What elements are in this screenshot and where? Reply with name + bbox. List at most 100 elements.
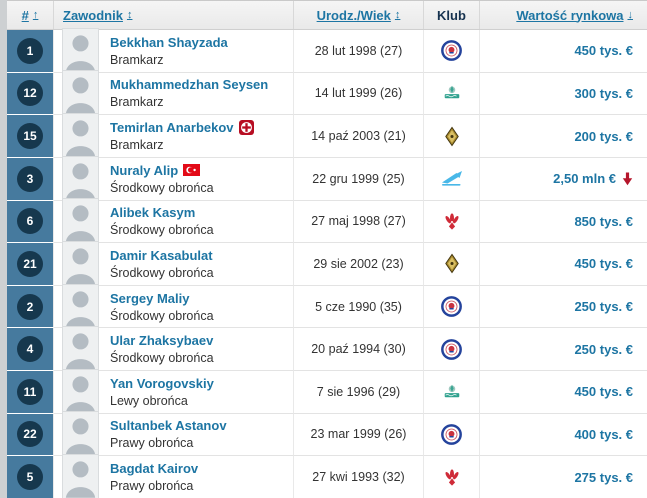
player-photo[interactable] [62,411,99,458]
injury-cross-icon [238,120,254,136]
market-value-link[interactable]: 450 tys. € [574,256,633,272]
player-table: # ↑ Zawodnik ↕ Urodz./Wiek ↕ Klub Wartość r… [7,0,647,498]
player-position: Środkowy obrońca [110,351,214,366]
birth-date-age: 7 sie 1996 (29) [294,371,424,414]
atyrau-crest-icon[interactable] [442,382,462,402]
shirt-number: 22 [23,427,37,442]
ordabasy-crest-icon[interactable] [441,40,462,62]
table-row: 3 Nuraly Alip Środkowy obrońca 22 gru 19… [7,155,647,202]
player-position: Środkowy obrońca [110,223,214,238]
ordabasy-crest-icon[interactable] [441,296,462,317]
shirt-number: 15 [23,129,37,144]
player-photo[interactable] [62,70,99,117]
ordabasy-crest-icon[interactable] [441,338,462,360]
player-photo[interactable] [62,113,99,160]
turkey-flag-icon [183,164,201,177]
sort-both-icon: ↕ [126,9,133,21]
player-name-link[interactable]: Mukhammedzhan Seysen [110,77,269,93]
table-row: 2 Sergey Maliy Środkowy obrońca 5 cze 19… [7,283,647,330]
player-position: Bramkarz [110,138,164,153]
shirt-number: 6 [26,214,34,229]
player-name-link[interactable]: Bagdat Kairov [110,461,199,477]
player-name-link[interactable]: Ular Zhaksybaev [110,333,214,349]
ordabasy-crest-icon[interactable] [441,424,462,445]
table-row: 5 Bagdat Kairov Prawy obrońca 27 kwi 199… [7,454,647,498]
player-position: Środkowy obrońca [110,308,214,323]
player-name-link[interactable]: Sergey Maliy [110,290,190,306]
aktobe-crest-icon[interactable] [442,467,462,488]
player-position: Prawy obrońca [110,479,194,494]
player-name-link[interactable]: Nuraly Alip [110,162,179,178]
shirt-number: 2 [26,299,34,314]
player-name-link[interactable]: Sultanbek Astanov [110,418,227,434]
table-row: 6 Alibek Kasym Środkowy obrońca 27 maj 1… [7,198,647,245]
sort-by-birth[interactable]: Urodz./Wiek ↕ [316,7,401,23]
table-row: 4 Ular Zhaksybaev Środkowy obrońca 20 pa… [7,326,647,373]
player-position: Prawy obrońca [110,436,194,451]
table-header: # ↑ Zawodnik ↕ Urodz./Wiek ↕ Klub Wartość r… [7,1,647,30]
player-photo[interactable] [62,27,99,74]
shirt-number: 1 [26,43,34,58]
sort-up-icon: ↑ [32,9,39,21]
player-position: Bramkarz [110,52,164,67]
shirt-number-badge: 1 [17,37,43,64]
player-photo[interactable] [62,155,99,202]
player-name-link[interactable]: Temirlan Anarbekov [110,120,234,136]
shirt-number-badge: 6 [17,208,43,235]
birth-date-age: 22 gru 1999 (25) [294,157,424,201]
shirt-number-badge: 15 [17,123,43,150]
market-value-link[interactable]: 275 tys. € [574,469,633,485]
shirt-number-badge: 4 [17,336,43,363]
player-photo[interactable] [62,368,99,415]
market-value-link[interactable]: 400 tys. € [574,426,633,442]
table-row: 15 Temirlan Anarbekov Bramkarz 14 paź 20… [7,113,647,160]
player-photo[interactable] [62,283,99,330]
table-row: 1 Bekkhan Shayzada Bramkarz 28 lut 1998 … [7,27,647,74]
shirt-number-badge: 12 [17,80,43,107]
shirt-number: 11 [23,384,37,399]
player-photo[interactable] [62,454,99,498]
shirt-number-badge: 3 [17,165,43,192]
table-row: 21 Damir Kasabulat Środkowy obrońca 29 s… [7,240,647,287]
aktobe-crest-icon[interactable] [442,211,462,232]
table-body: 1 Bekkhan Shayzada Bramkarz 28 lut 1998 … [7,27,647,498]
market-value-link[interactable]: 450 tys. € [574,43,633,59]
market-value-link[interactable]: 850 tys. € [574,213,633,229]
player-name-link[interactable]: Yan Vorogovskiy [110,375,214,391]
sort-by-number[interactable]: # ↑ [21,7,39,23]
player-photo[interactable] [62,198,99,245]
table-row: 11 Yan Vorogovskiy Lewy obrońca 7 sie 19… [7,368,647,415]
player-name-link[interactable]: Bekkhan Shayzada [110,34,228,50]
shirt-number-badge: 22 [17,421,43,448]
birth-date-age: 28 lut 1998 (27) [294,30,424,73]
player-name-link[interactable]: Damir Kasabulat [110,247,213,263]
market-value-link[interactable]: 450 tys. € [574,384,633,400]
kairat-crest-icon[interactable] [444,253,460,274]
shirt-number: 4 [26,342,34,357]
kairat-crest-icon[interactable] [444,126,460,147]
player-photo[interactable] [62,240,99,287]
market-value-link[interactable]: 250 tys. € [574,341,633,357]
sort-by-market-value[interactable]: Wartość rynkowa ↓ [516,7,634,23]
player-name-link[interactable]: Alibek Kasym [110,205,196,221]
shirt-number-badge: 2 [17,293,43,320]
market-value-link[interactable]: 300 tys. € [574,85,633,101]
sort-down-icon: ↓ [627,9,634,21]
sort-by-player[interactable]: Zawodnik ↕ [63,7,133,23]
shirt-number: 3 [26,171,34,186]
market-value-link[interactable]: 200 tys. € [574,128,633,144]
atyrau-crest-icon[interactable] [442,83,462,103]
player-photo[interactable] [62,326,99,373]
zenit-crest-icon[interactable] [440,170,464,187]
shirt-number-badge: 21 [17,250,43,277]
shirt-number: 12 [23,86,37,101]
player-position: Środkowy obrońca [110,180,214,195]
market-value-link[interactable]: 250 tys. € [574,299,633,315]
birth-date-age: 27 maj 1998 (27) [294,200,424,244]
shirt-number: 5 [26,470,34,485]
market-value-link[interactable]: 2,50 mln € [553,171,616,187]
table-row: 12 Mukhammedzhan Seysen Bramkarz 14 lut … [7,70,647,117]
sort-both-icon: ↕ [394,9,401,21]
birth-date-age: 23 mar 1999 (26) [294,413,424,457]
